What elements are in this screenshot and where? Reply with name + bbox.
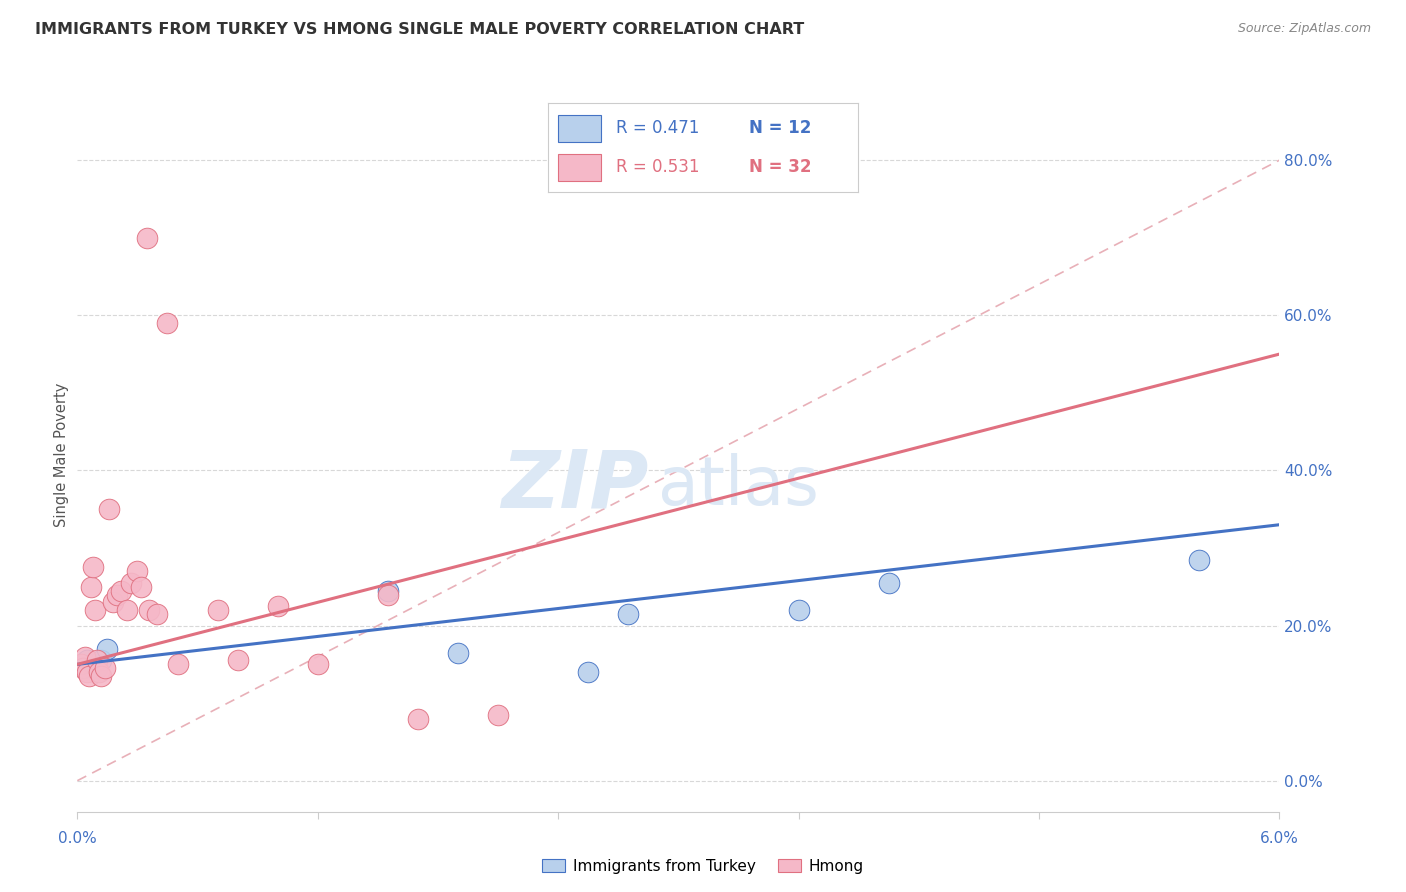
Text: N = 12: N = 12 <box>749 119 811 136</box>
Point <box>107 588 129 602</box>
Point <box>76 665 98 679</box>
Point <box>82 657 104 672</box>
Point <box>267 599 290 614</box>
Point <box>80 580 103 594</box>
Point <box>226 653 249 667</box>
FancyBboxPatch shape <box>558 154 600 181</box>
Point <box>1188 552 1211 566</box>
Text: IMMIGRANTS FROM TURKEY VS HMONG SINGLE MALE POVERTY CORRELATION CHART: IMMIGRANTS FROM TURKEY VS HMONG SINGLE M… <box>35 22 804 37</box>
Point <box>377 588 399 602</box>
Text: N = 32: N = 32 <box>749 158 811 176</box>
Point <box>89 665 111 679</box>
Point <box>90 669 112 683</box>
Point <box>72 661 94 675</box>
Point <box>156 316 179 330</box>
Point <box>127 564 149 578</box>
Point <box>90 653 112 667</box>
Point <box>76 653 98 667</box>
Text: R = 0.531: R = 0.531 <box>616 158 700 176</box>
Text: atlas: atlas <box>658 453 820 519</box>
Text: 0.0%: 0.0% <box>58 831 97 847</box>
Point <box>138 603 160 617</box>
Point <box>787 603 810 617</box>
Point <box>486 707 509 722</box>
Point <box>82 560 104 574</box>
Y-axis label: Single Male Poverty: Single Male Poverty <box>53 383 69 527</box>
Point <box>377 583 399 598</box>
Point <box>166 657 188 672</box>
FancyBboxPatch shape <box>558 115 600 142</box>
Point <box>406 712 429 726</box>
Point <box>75 649 97 664</box>
Text: R = 0.471: R = 0.471 <box>616 119 700 136</box>
Point <box>70 657 93 672</box>
Point <box>307 657 329 672</box>
Point <box>86 661 108 675</box>
Point <box>120 575 142 590</box>
Point <box>207 603 229 617</box>
Point <box>103 595 125 609</box>
Text: 6.0%: 6.0% <box>1260 831 1299 847</box>
Point <box>94 661 117 675</box>
Point <box>84 603 107 617</box>
Point <box>136 231 159 245</box>
Point <box>617 607 640 621</box>
Point <box>86 653 108 667</box>
Point <box>98 502 121 516</box>
Point <box>877 575 900 590</box>
Text: ZIP: ZIP <box>501 447 648 525</box>
Point <box>110 583 132 598</box>
Point <box>131 580 153 594</box>
Point <box>146 607 169 621</box>
Point <box>96 641 118 656</box>
Legend: Immigrants from Turkey, Hmong: Immigrants from Turkey, Hmong <box>536 853 870 880</box>
Point <box>117 603 139 617</box>
Point <box>447 646 470 660</box>
Point <box>576 665 599 679</box>
Text: Source: ZipAtlas.com: Source: ZipAtlas.com <box>1237 22 1371 36</box>
Point <box>79 669 101 683</box>
